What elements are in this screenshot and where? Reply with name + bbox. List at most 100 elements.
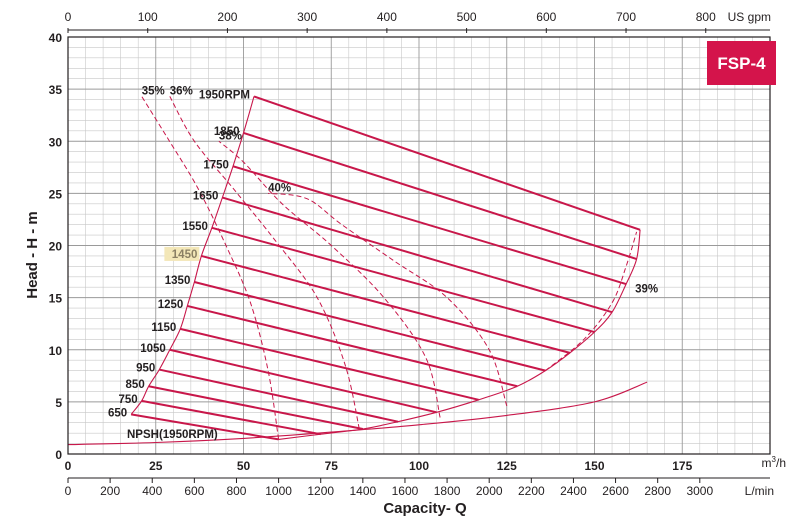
x-tick-label-m3h: 150 (584, 459, 604, 473)
rpm-curve-1050 (169, 348, 437, 414)
top-tick-label: 800 (696, 10, 716, 24)
efficiency-label-36pct: 36% (170, 85, 193, 97)
rpm-label-1850: 1850 (214, 126, 240, 138)
y-tick-label: 15 (49, 292, 63, 306)
y-tick-label: 0 (55, 448, 62, 462)
model-badge-box (707, 41, 776, 85)
x-tick-label-m3h: 175 (672, 459, 692, 473)
rpm-curve-1750 (232, 165, 627, 286)
efficiency-label-35pct: 35% (142, 85, 165, 97)
y-tick-label: 10 (49, 344, 63, 358)
x-tick-label-lmin: 0 (65, 484, 72, 498)
x-tick-label-lmin: 3000 (686, 484, 713, 498)
rpm-curve-650 (131, 413, 279, 441)
x-tick-label-lmin: 1600 (392, 484, 419, 498)
x-tick-label-lmin: 200 (100, 484, 120, 498)
rpm-curve-1550 (211, 226, 595, 333)
top-tick-label: 600 (536, 10, 556, 24)
left-axis-head: 0 5 10 15 20 25 30 35 40 (49, 31, 63, 462)
y-tick-label: 20 (49, 240, 63, 254)
highlight-box-1450 (164, 246, 200, 261)
x-tick-label-m3h: 50 (237, 459, 251, 473)
rpm-label-1050: 1050 (140, 343, 166, 355)
x-tick-label-m3h: 100 (409, 459, 429, 473)
x-tick-label-m3h: 0 (65, 459, 72, 473)
model-badge: FSP-4 (707, 41, 776, 85)
rpm-label-650: 650 (108, 407, 127, 419)
efficiency-curve-35pct (141, 96, 280, 440)
efficiency-curve-39pct (545, 231, 638, 371)
x-unit-lmin: L/min (745, 484, 774, 498)
top-tick-label: 700 (616, 10, 636, 24)
x-tick-label-lmin: 2600 (602, 484, 629, 498)
x-tick-label-lmin: 1000 (265, 484, 292, 498)
npsh-curve (67, 381, 648, 446)
rpm-curve-750 (141, 399, 321, 436)
y-tick-label: 5 (55, 396, 62, 410)
bottom-axis-lmin: 0 200 400 600 800 1000 1200 1400 1600 1800 2000 220… (65, 477, 770, 498)
bottom-axis-m3h: 0 25 50 75 100 125 150 175 (65, 459, 693, 473)
rpm-label-1950rpm: 1950RPM (199, 89, 250, 101)
top-axis-usgpm: 0 100 200 300 400 500 600 700 800 (65, 10, 770, 33)
x-tick-label-lmin: 600 (184, 484, 204, 498)
curve-labels: 35% 36% 38% 40% 39% 1950RPM 1850 1750 1650 1550 14… (108, 85, 658, 441)
rpm-label-850: 850 (126, 379, 145, 391)
x-tick-label-m3h: 25 (149, 459, 163, 473)
rpm-label-950: 950 (136, 363, 155, 375)
y-tick-label: 40 (49, 31, 63, 45)
x-tick-label-lmin: 2400 (560, 484, 587, 498)
x-tick-label-lmin: 1200 (307, 484, 334, 498)
rpm-label-750: 750 (119, 394, 138, 406)
rpm-label-1550: 1550 (182, 221, 208, 233)
x-tick-label-lmin: 2000 (476, 484, 503, 498)
rpm-curve-1450 (201, 254, 571, 354)
y-axis-title: Head - H - m (24, 211, 41, 299)
efficiency-label-39pct: 39% (635, 283, 658, 295)
top-tick-label: 0 (65, 10, 72, 24)
y-tick-label: 35 (49, 83, 63, 97)
x-axis-title: Capacity- Q (383, 500, 467, 517)
top-tick-label: 100 (138, 10, 158, 24)
efficiency-curve-36pct (169, 96, 360, 430)
x-tick-label-m3h: 125 (497, 459, 517, 473)
rpm-curve-850 (148, 385, 364, 430)
rpm-label-1750: 1750 (203, 159, 229, 171)
rpm-curve-1650 (222, 196, 613, 314)
top-tick-label: 300 (297, 10, 317, 24)
top-tick-label: 400 (377, 10, 397, 24)
rpm-curve-1150 (180, 327, 479, 401)
efficiency-label-38pct: 38% (219, 130, 242, 142)
x-tick-label-lmin: 1800 (434, 484, 461, 498)
y-tick-label: 25 (49, 187, 63, 201)
x-unit-usgpm: US gpm (728, 10, 771, 24)
efficiency-curve-40pct (268, 192, 508, 407)
rpm-label-1150: 1150 (151, 322, 176, 334)
x-unit-m3h: m3/h (762, 455, 786, 470)
efficiency-label-40pct: 40% (268, 182, 291, 194)
x-tick-label-lmin: 1400 (349, 484, 376, 498)
rpm-curve-1350 (194, 281, 546, 372)
npsh-curve-group (67, 381, 648, 446)
efficiency-curves (141, 96, 638, 440)
npsh-label: NPSH(1950RPM) (127, 429, 218, 441)
x-tick-label-m3h: 75 (325, 459, 339, 473)
rpm-curve-1250 (187, 304, 518, 388)
efficiency-curve-38pct (218, 140, 441, 418)
top-tick-label: 500 (457, 10, 477, 24)
rpm-curve-1950rpm (253, 95, 641, 231)
rpm-label-1250: 1250 (158, 299, 184, 311)
rpm-label-1650: 1650 (193, 191, 219, 203)
top-tick-label: 200 (217, 10, 237, 24)
x-tick-label-lmin: 2800 (644, 484, 671, 498)
x-tick-label-lmin: 2200 (518, 484, 545, 498)
x-tick-label-lmin: 400 (142, 484, 162, 498)
right-envelope-curve (278, 229, 641, 440)
left-envelope-curve (130, 96, 255, 415)
model-badge-text: FSP-4 (717, 54, 766, 73)
rpm-curves (130, 95, 641, 441)
rpm-label-1350: 1350 (165, 275, 191, 287)
rpm-label-1450: 1450 (172, 249, 198, 261)
rpm-curve-950 (159, 368, 399, 423)
y-tick-label: 30 (49, 135, 63, 149)
